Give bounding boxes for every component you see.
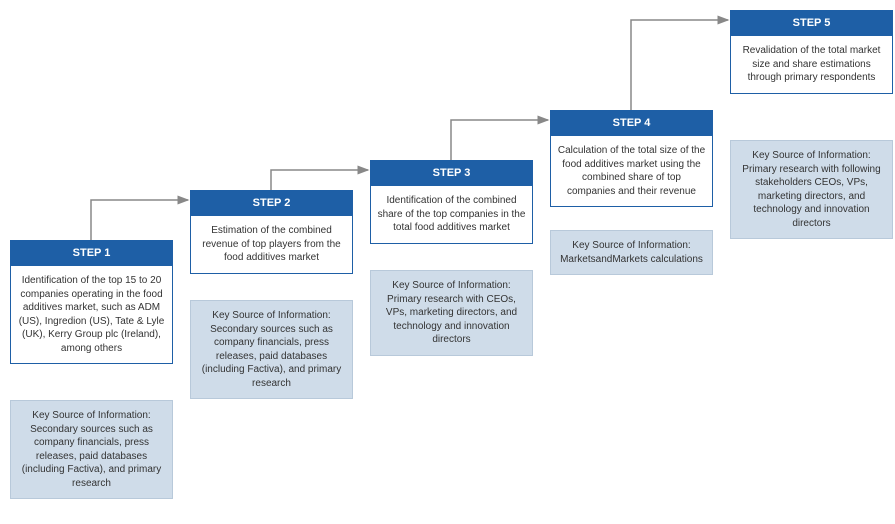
step-2-header: STEP 2 [190,190,353,216]
step-2-source: Key Source of Information: Secondary sou… [190,300,353,399]
step-2-body: Estimation of the combined revenue of to… [190,216,353,274]
step-1-body: Identification of the top 15 to 20 compa… [10,266,173,364]
step-4-header: STEP 4 [550,110,713,136]
step-5-header: STEP 5 [730,10,893,36]
step-3-source: Key Source of Information: Primary resea… [370,270,533,356]
step-3-body: Identification of the combined share of … [370,186,533,244]
step-5-body: Revalidation of the total market size an… [730,36,893,94]
step-1-source: Key Source of Information: Secondary sou… [10,400,173,499]
step-2: STEP 2 Estimation of the combined revenu… [190,190,353,274]
step-1-header: STEP 1 [10,240,173,266]
step-5: STEP 5 Revalidation of the total market … [730,10,893,94]
step-4: STEP 4 Calculation of the total size of … [550,110,713,207]
step-1: STEP 1 Identification of the top 15 to 2… [10,240,173,364]
step-3: STEP 3 Identification of the combined sh… [370,160,533,244]
step-4-source: Key Source of Information: MarketsandMar… [550,230,713,275]
step-5-source: Key Source of Information: Primary resea… [730,140,893,239]
step-3-header: STEP 3 [370,160,533,186]
step-4-body: Calculation of the total size of the foo… [550,136,713,207]
